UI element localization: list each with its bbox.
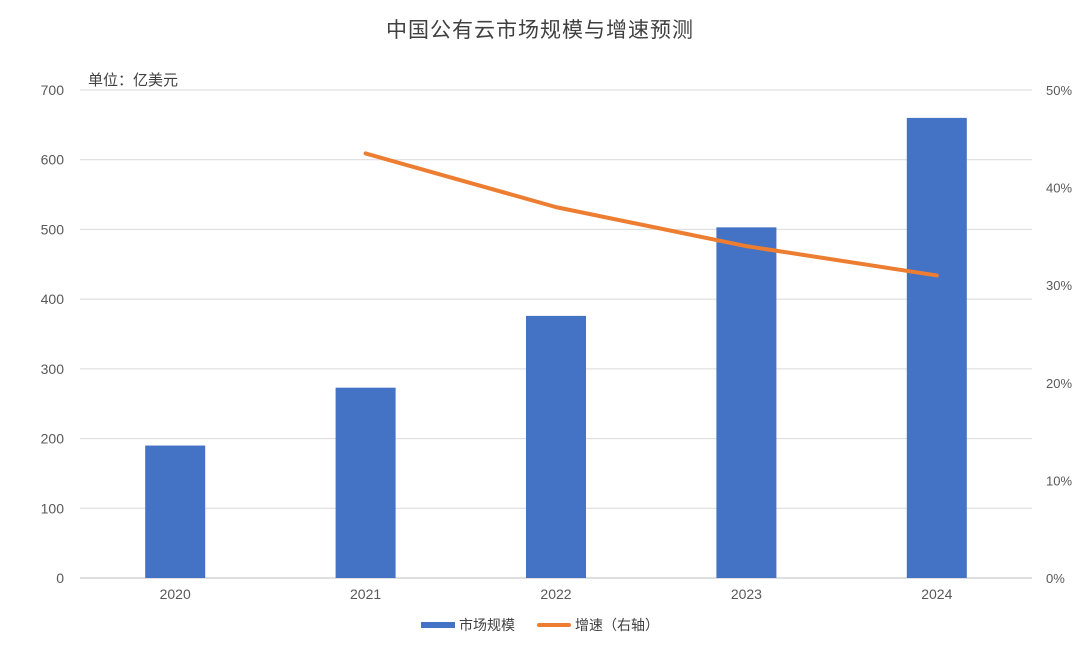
bar-2023: [716, 227, 777, 578]
unit-label: 单位：亿美元: [88, 71, 179, 89]
growth-line: [363, 151, 939, 278]
legend: 市场规模 增速（右轴）: [0, 615, 1080, 635]
y-right-tick-label: 50%: [1046, 83, 1072, 98]
y-right-tick-label: 10%: [1046, 473, 1072, 488]
legend-swatch-bar: [421, 622, 455, 628]
legend-label-market-size: 市场规模: [459, 618, 515, 634]
legend-swatch-line: [537, 623, 571, 627]
legend-item-growth: 增速（右轴）: [537, 615, 659, 635]
y-right-tick-label: 20%: [1046, 376, 1072, 391]
y-right-tick-label: 0%: [1046, 571, 1065, 586]
legend-item-market-size: 市场规模: [421, 615, 515, 635]
x-tick-label: 2024: [921, 586, 952, 602]
y-right-tick-label: 40%: [1046, 181, 1072, 196]
bar-2022: [526, 315, 586, 578]
y-left-tick-label: 0: [56, 570, 64, 586]
y-left-tick-label: 600: [41, 152, 65, 168]
x-tick-label: 2022: [540, 586, 571, 602]
bar-2021: [335, 387, 396, 578]
y-left-tick-label: 300: [41, 361, 65, 377]
bar-2024: [906, 117, 967, 578]
y-left-tick-label: 200: [41, 431, 65, 447]
legend-label-growth: 增速（右轴）: [575, 618, 659, 634]
y-left-tick-label: 400: [41, 291, 65, 307]
y-left-tick-label: 500: [41, 221, 65, 237]
y-left-tick-label: 100: [41, 500, 65, 516]
x-tick-label: 2023: [731, 586, 762, 602]
y-right-tick-label: 30%: [1046, 278, 1072, 293]
y-left-tick-label: 700: [41, 82, 65, 98]
chart-title: 中国公有云市场规模与增速预测: [386, 18, 694, 42]
x-tick-label: 2020: [160, 586, 191, 602]
bar-2020: [145, 445, 206, 578]
x-tick-label: 2021: [350, 586, 381, 602]
